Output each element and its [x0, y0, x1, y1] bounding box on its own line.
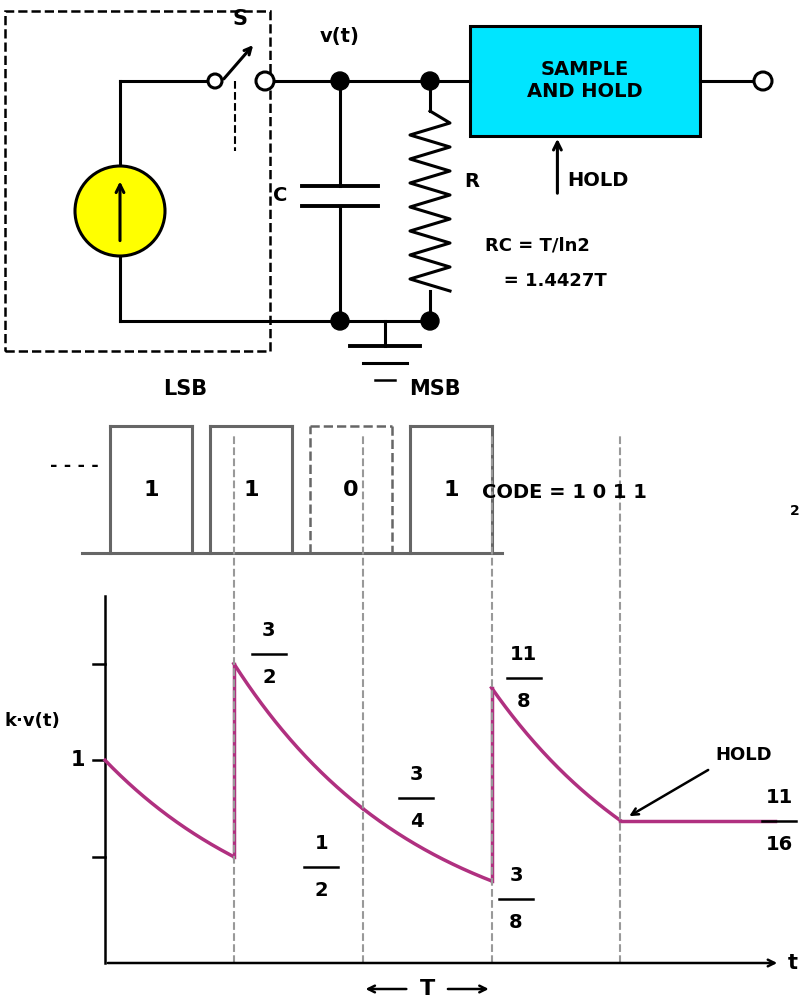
Text: T: T	[419, 979, 434, 999]
Text: 0: 0	[343, 479, 359, 499]
Circle shape	[421, 312, 439, 330]
Text: 8: 8	[517, 692, 530, 711]
Text: S: S	[233, 9, 247, 29]
Text: HOLD: HOLD	[715, 746, 772, 764]
Text: 16: 16	[766, 835, 793, 854]
Text: 2: 2	[314, 881, 328, 900]
Bar	[5, 11, 270, 351]
Bar	[470, 26, 700, 136]
Text: t: t	[788, 953, 798, 973]
Text: R: R	[465, 171, 479, 190]
Text: 2: 2	[262, 668, 276, 687]
Circle shape	[754, 72, 772, 90]
Text: 11: 11	[510, 645, 537, 664]
Text: C: C	[273, 186, 287, 205]
Text: RC = T/ln2: RC = T/ln2	[485, 237, 590, 255]
Circle shape	[331, 72, 349, 90]
Circle shape	[208, 74, 222, 88]
Text: - - - -: - - - -	[50, 457, 98, 475]
Text: 3: 3	[262, 621, 275, 640]
Circle shape	[331, 312, 349, 330]
Text: LSB: LSB	[163, 379, 207, 399]
Text: 2: 2	[790, 504, 800, 518]
Circle shape	[256, 72, 274, 90]
Text: CODE = 1 0 1 1: CODE = 1 0 1 1	[482, 483, 647, 503]
Text: = 1.4427T: = 1.4427T	[485, 272, 606, 290]
Text: SAMPLE
AND HOLD: SAMPLE AND HOLD	[527, 60, 643, 101]
Text: 1: 1	[243, 479, 258, 499]
Text: 1: 1	[443, 479, 458, 499]
Text: 3: 3	[510, 866, 522, 885]
Text: 8: 8	[509, 913, 522, 932]
Text: HOLD: HOLD	[567, 171, 629, 190]
Circle shape	[421, 72, 439, 90]
Text: 1: 1	[70, 750, 85, 770]
Circle shape	[75, 166, 165, 256]
Text: 11: 11	[766, 788, 793, 807]
Text: 3: 3	[410, 766, 423, 785]
Text: 1: 1	[314, 834, 328, 853]
Text: k·v(t): k·v(t)	[4, 712, 60, 730]
Text: MSB: MSB	[409, 379, 461, 399]
Text: v(t): v(t)	[320, 27, 360, 46]
Text: 4: 4	[410, 813, 423, 832]
Text: 1: 1	[143, 479, 158, 499]
